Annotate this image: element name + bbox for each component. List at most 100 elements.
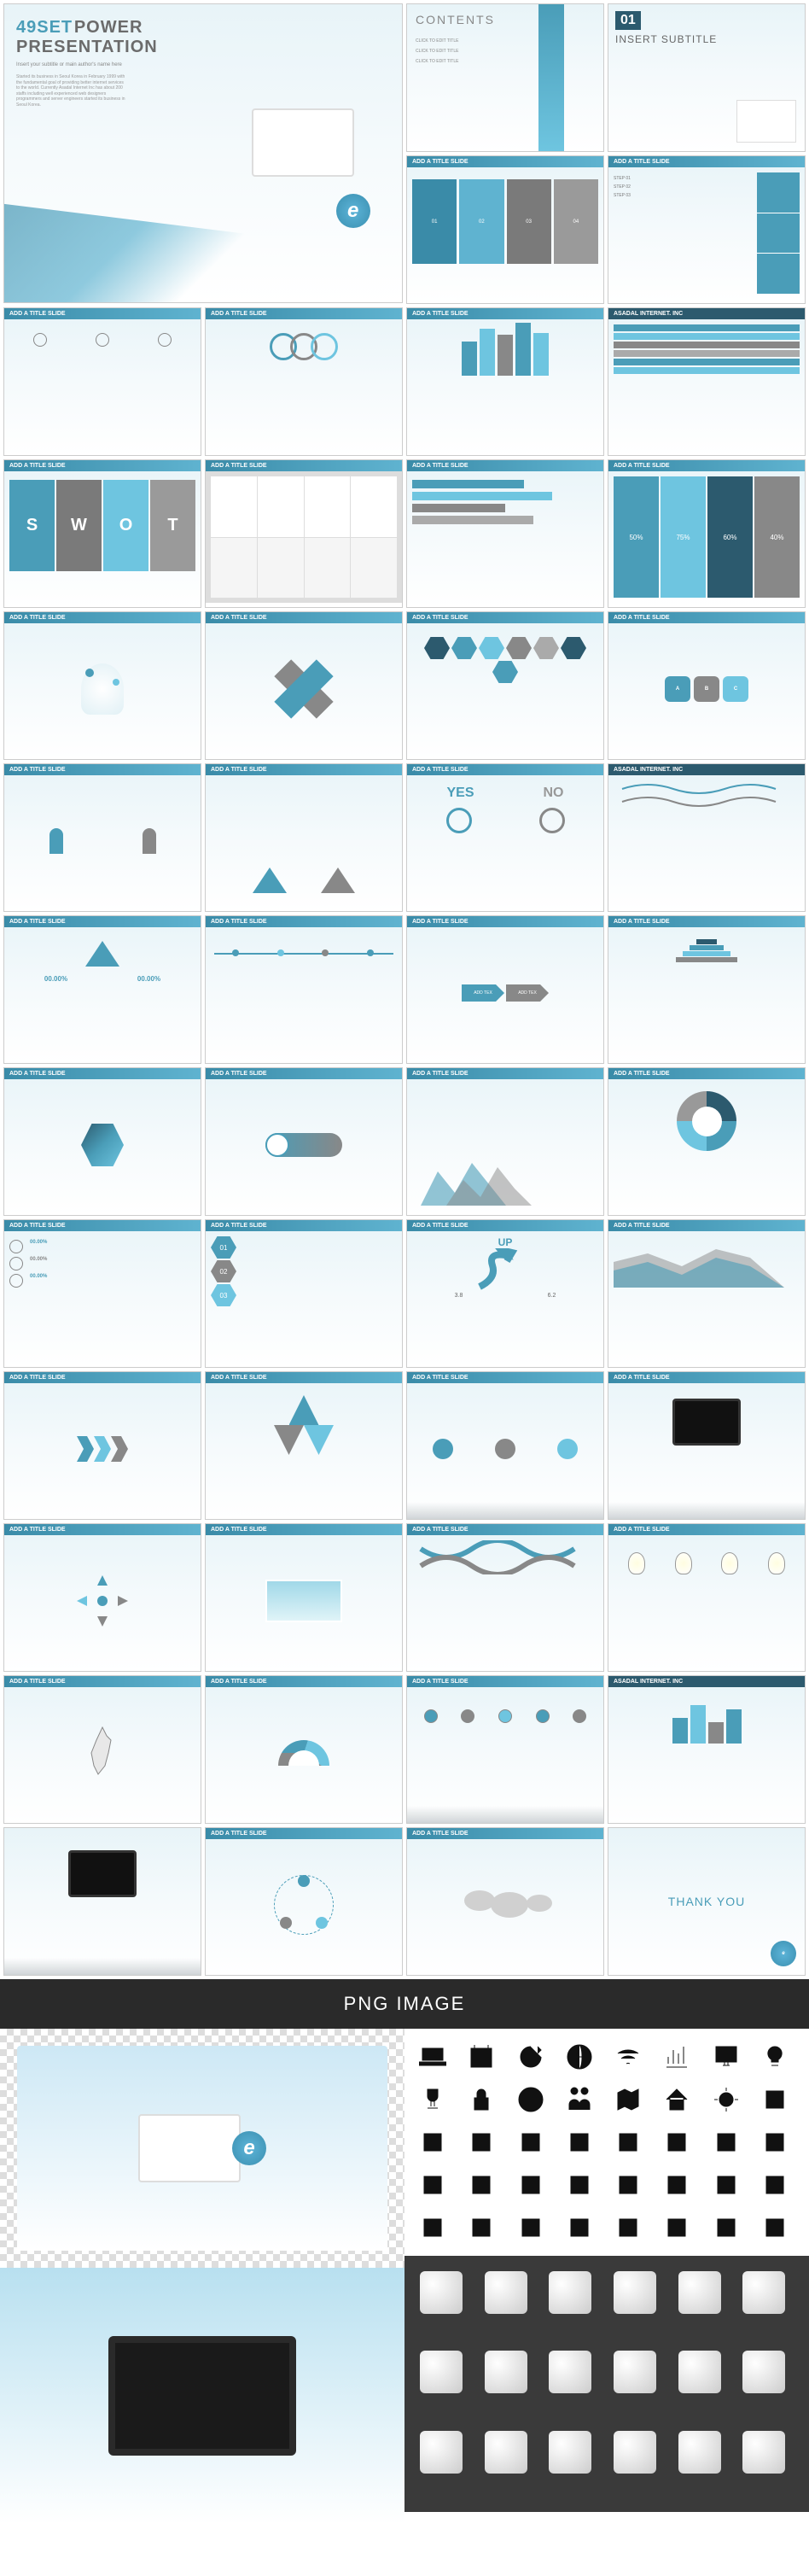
arrows-radial: [77, 1575, 128, 1627]
bag-icon: [612, 2169, 644, 2201]
percent-value: 00.00%: [137, 975, 160, 983]
clipboard-icon: [563, 2169, 596, 2201]
column-item: 01: [412, 179, 457, 264]
pct-box: 40%: [754, 476, 800, 598]
slide-header: ADD A TITLE SLIDE: [206, 612, 402, 623]
step-label: STEP 03: [614, 193, 757, 198]
chevron: [77, 1436, 94, 1462]
lock-icon: [465, 2083, 498, 2116]
png-checker-top: e: [0, 2029, 404, 2268]
contents-slide: CONTENTS CLICK TO EDIT TITLE CLICK TO ED…: [406, 3, 604, 152]
bar-groups-slide: ASADAL INTERNET. INC: [608, 1675, 806, 1824]
list-bar: [614, 367, 800, 374]
tablet-graphic: [672, 1399, 741, 1446]
bar-item: [515, 323, 531, 376]
slide-header: ADD A TITLE SLIDE: [608, 1372, 805, 1383]
company-header: ASADAL INTERNET. INC: [608, 1676, 805, 1687]
progress-bar: [412, 492, 552, 500]
up-label: UP: [412, 1236, 598, 1248]
hexagon: [451, 637, 477, 659]
columns-container: 01020304: [412, 179, 598, 264]
slide-header: ADD A TITLE SLIDE: [407, 1676, 603, 1687]
bulb-dot: [113, 679, 119, 686]
slide-header: ADD A TITLE SLIDE: [206, 1220, 402, 1231]
road-dot: [424, 1709, 438, 1723]
percent-value: 00.00%: [44, 975, 67, 983]
tablet-city-slide: [3, 1827, 201, 1976]
bar-item: [533, 333, 549, 376]
tablet-graphic: [68, 1850, 137, 1897]
target-icon: [416, 2169, 449, 2201]
bar-item: [462, 342, 477, 376]
crane-icon: [710, 2169, 742, 2201]
world-map: [454, 1879, 556, 1931]
slide-header: ADD A TITLE SLIDE: [206, 1828, 402, 1839]
mountain-slide: ADD A TITLE SLIDE: [406, 1067, 604, 1216]
abc-box: B: [694, 676, 719, 702]
abc-slide: ADD A TITLE SLIDE A B C: [608, 611, 806, 760]
slide-header: ADD A TITLE SLIDE: [407, 1372, 603, 1383]
circles-container: [206, 328, 402, 456]
hexagon: [561, 637, 586, 659]
person-icon: [143, 828, 156, 854]
swot-slide: ADD A TITLE SLIDE SWOT: [3, 459, 201, 608]
cube-hex: [81, 1124, 124, 1166]
slide-header: ADD A TITLE SLIDE: [4, 1676, 201, 1687]
table-cell: [351, 476, 397, 537]
laptop-icon: [416, 2041, 449, 2073]
yesno-slide: ADD A TITLE SLIDE YES NO: [406, 763, 604, 912]
chevron-slide: ADD A TITLE SLIDE: [3, 1371, 201, 1520]
bars-slide: ADD A TITLE SLIDE: [406, 307, 604, 456]
area-chart: [614, 1236, 800, 1288]
swirl-up-slide: ADD A TITLE SLIDE UP 3.8 6.2: [406, 1219, 604, 1368]
column-item: 03: [507, 179, 551, 264]
png-section: e: [0, 2029, 809, 2524]
person-icon: [49, 828, 63, 854]
icon-percent-slide: ADD A TITLE SLIDE 00.00% 00.00% 00.00%: [3, 1219, 201, 1368]
icon-circle: [33, 333, 47, 347]
stat-icon: [9, 1257, 23, 1270]
doc-icon: [515, 2169, 547, 2201]
slide-header: ADD A TITLE SLIDE: [206, 916, 402, 927]
pinwheel-slide: ADD A TITLE SLIDE: [205, 763, 403, 912]
pin-icon: [710, 2126, 742, 2158]
pyramid-row: [683, 951, 730, 956]
people-slide: ADD A TITLE SLIDE: [3, 763, 201, 912]
slide-header: ADD A TITLE SLIDE: [407, 612, 603, 623]
hexagon: [533, 637, 559, 659]
grid-icon: [465, 2211, 498, 2244]
world-icon: [515, 2083, 547, 2116]
3d-icon: [549, 2351, 591, 2393]
3d-icon: [614, 2431, 656, 2474]
pill-slide: ADD A TITLE SLIDE: [205, 1067, 403, 1216]
slide-header: ADD A TITLE SLIDE: [407, 916, 603, 927]
arrows-slide: ADD A TITLE SLIDE ADD TEX ADD TEX: [406, 915, 604, 1064]
table-cell: [305, 538, 351, 599]
pyramid-row: [690, 945, 724, 950]
slide-header: ADD A TITLE SLIDE: [407, 460, 603, 471]
hex-num: 02: [211, 1260, 236, 1282]
road-dot: [461, 1709, 474, 1723]
gauge-slide: ADD A TITLE SLIDE: [205, 1675, 403, 1824]
flow-node: [433, 1439, 453, 1459]
steps-icon-column: [757, 172, 800, 294]
network-icon: [515, 2211, 547, 2244]
slide-header: ADD A TITLE SLIDE: [407, 308, 603, 319]
dna-ribbon: [412, 1540, 598, 1574]
arrow-up-slide: ADD A TITLE SLIDE 00.00% 00.00%: [3, 915, 201, 1064]
pinwheel: [253, 867, 287, 893]
search-icon: [759, 2126, 791, 2158]
donut-slide: ADD A TITLE SLIDE: [608, 1067, 806, 1216]
contents-item: CLICK TO EDIT TITLE: [416, 59, 595, 64]
slide-header: ADD A TITLE SLIDE: [206, 1676, 402, 1687]
section-laptop: [736, 100, 796, 143]
monitor-graphic: [108, 2336, 296, 2456]
bulb-icon: [759, 2041, 791, 2073]
flow-slide: ADD A TITLE SLIDE: [406, 1371, 604, 1520]
bar-chart: [412, 333, 598, 376]
slide-header: ADD A TITLE SLIDE: [206, 308, 402, 319]
stat-icon: [9, 1240, 23, 1253]
progress-bar: [412, 504, 505, 512]
list-bar: [614, 350, 800, 357]
up-value: 6.2: [548, 1293, 556, 1299]
